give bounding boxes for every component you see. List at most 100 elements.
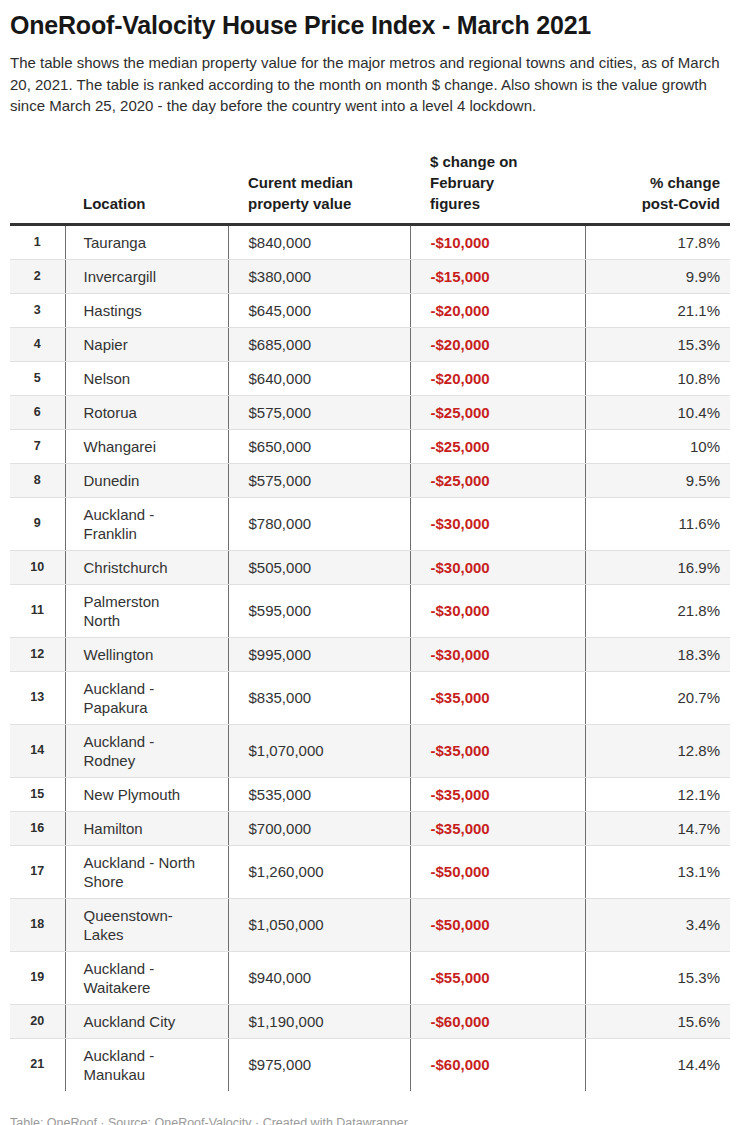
location-cell: Hamilton [65,811,228,845]
rank-cell: 12 [10,637,65,671]
table-row: 15 New Plymouth $535,000 -$35,000 12.1% [10,777,730,811]
rank-cell: 1 [10,224,65,259]
median-value-cell: $1,260,000 [228,845,410,898]
dollar-change-cell: -$25,000 [410,429,585,463]
pct-change-cell: 18.3% [585,637,730,671]
location-cell: Auckland - Franklin [65,497,228,550]
rank-cell: 2 [10,259,65,293]
location-cell: Auckland - Manukau [65,1038,228,1091]
rank-cell: 19 [10,951,65,1004]
location-cell: Dunedin [65,463,228,497]
rank-cell: 5 [10,361,65,395]
rank-cell: 18 [10,898,65,951]
pct-change-cell: 10% [585,429,730,463]
location-cell: Hastings [65,293,228,327]
location-cell: Auckland - Rodney [65,724,228,777]
dollar-change-cell: -$30,000 [410,497,585,550]
median-value-cell: $535,000 [228,777,410,811]
pct-change-cell: 11.6% [585,497,730,550]
rank-cell: 9 [10,497,65,550]
pct-change-cell: 15.3% [585,951,730,1004]
location-cell: Whangarei [65,429,228,463]
median-value-cell: $685,000 [228,327,410,361]
location-cell: Invercargill [65,259,228,293]
table-row: 21 Auckland - Manukau $975,000 -$60,000 … [10,1038,730,1091]
table-row: 20 Auckland City $1,190,000 -$60,000 15.… [10,1004,730,1038]
median-value-cell: $780,000 [228,497,410,550]
median-value-cell: $575,000 [228,395,410,429]
rank-cell: 3 [10,293,65,327]
table-row: 3 Hastings $645,000 -$20,000 21.1% [10,293,730,327]
table-row: 10 Christchurch $505,000 -$30,000 16.9% [10,550,730,584]
dollar-change-cell: -$30,000 [410,550,585,584]
attribution-footer: Table: OneRoof · Source: OneRoof-Valocit… [10,1115,730,1125]
column-header-median-value: Curent median property value [228,151,410,225]
dollar-change-cell: -$35,000 [410,811,585,845]
table-header-row: Location Curent median property value $ … [10,151,730,225]
location-cell: Nelson [65,361,228,395]
location-cell: Tauranga [65,224,228,259]
table-row: 16 Hamilton $700,000 -$35,000 14.7% [10,811,730,845]
dollar-change-cell: -$60,000 [410,1038,585,1091]
location-cell: Palmerston North [65,584,228,637]
rank-cell: 10 [10,550,65,584]
dollar-change-cell: -$30,000 [410,584,585,637]
table-row: 17 Auckland - North Shore $1,260,000 -$5… [10,845,730,898]
rank-cell: 16 [10,811,65,845]
pct-change-cell: 13.1% [585,845,730,898]
pct-change-cell: 14.7% [585,811,730,845]
dollar-change-cell: -$10,000 [410,224,585,259]
pct-change-cell: 10.8% [585,361,730,395]
dollar-change-cell: -$60,000 [410,1004,585,1038]
median-value-cell: $505,000 [228,550,410,584]
table-row: 6 Rotorua $575,000 -$25,000 10.4% [10,395,730,429]
pct-change-cell: 21.8% [585,584,730,637]
page-title: OneRoof-Valocity House Price Index - Mar… [10,10,730,40]
pct-change-cell: 21.1% [585,293,730,327]
house-price-table: Location Curent median property value $ … [10,151,730,1091]
table-row: 8 Dunedin $575,000 -$25,000 9.5% [10,463,730,497]
median-value-cell: $995,000 [228,637,410,671]
dollar-change-cell: -$50,000 [410,898,585,951]
median-value-cell: $835,000 [228,671,410,724]
median-value-cell: $975,000 [228,1038,410,1091]
table-body: 1 Tauranga $840,000 -$10,000 17.8% 2 Inv… [10,224,730,1091]
median-value-cell: $380,000 [228,259,410,293]
median-value-cell: $940,000 [228,951,410,1004]
location-cell: New Plymouth [65,777,228,811]
dollar-change-cell: -$30,000 [410,637,585,671]
chart-description: The table shows the median property valu… [10,52,730,117]
pct-change-cell: 20.7% [585,671,730,724]
median-value-cell: $640,000 [228,361,410,395]
dollar-change-cell: -$55,000 [410,951,585,1004]
pct-change-cell: 15.3% [585,327,730,361]
datawrapper-table-page: OneRoof-Valocity House Price Index - Mar… [0,0,740,1125]
pct-change-cell: 16.9% [585,550,730,584]
median-value-cell: $700,000 [228,811,410,845]
dollar-change-cell: -$20,000 [410,293,585,327]
table-row: 1 Tauranga $840,000 -$10,000 17.8% [10,224,730,259]
rank-cell: 20 [10,1004,65,1038]
dollar-change-cell: -$25,000 [410,463,585,497]
location-cell: Christchurch [65,550,228,584]
median-value-cell: $1,190,000 [228,1004,410,1038]
table-row: 11 Palmerston North $595,000 -$30,000 21… [10,584,730,637]
dollar-change-cell: -$20,000 [410,361,585,395]
location-cell: Napier [65,327,228,361]
dollar-change-cell: -$20,000 [410,327,585,361]
rank-cell: 15 [10,777,65,811]
dollar-change-cell: -$25,000 [410,395,585,429]
table-row: 4 Napier $685,000 -$20,000 15.3% [10,327,730,361]
location-cell: Wellington [65,637,228,671]
location-cell: Auckland - Papakura [65,671,228,724]
pct-change-cell: 10.4% [585,395,730,429]
pct-change-cell: 3.4% [585,898,730,951]
table-row: 19 Auckland - Waitakere $940,000 -$55,00… [10,951,730,1004]
location-cell: Auckland City [65,1004,228,1038]
rank-cell: 13 [10,671,65,724]
column-header-location: Location [65,151,228,225]
rank-cell: 14 [10,724,65,777]
median-value-cell: $1,070,000 [228,724,410,777]
rank-cell: 11 [10,584,65,637]
pct-change-cell: 12.8% [585,724,730,777]
